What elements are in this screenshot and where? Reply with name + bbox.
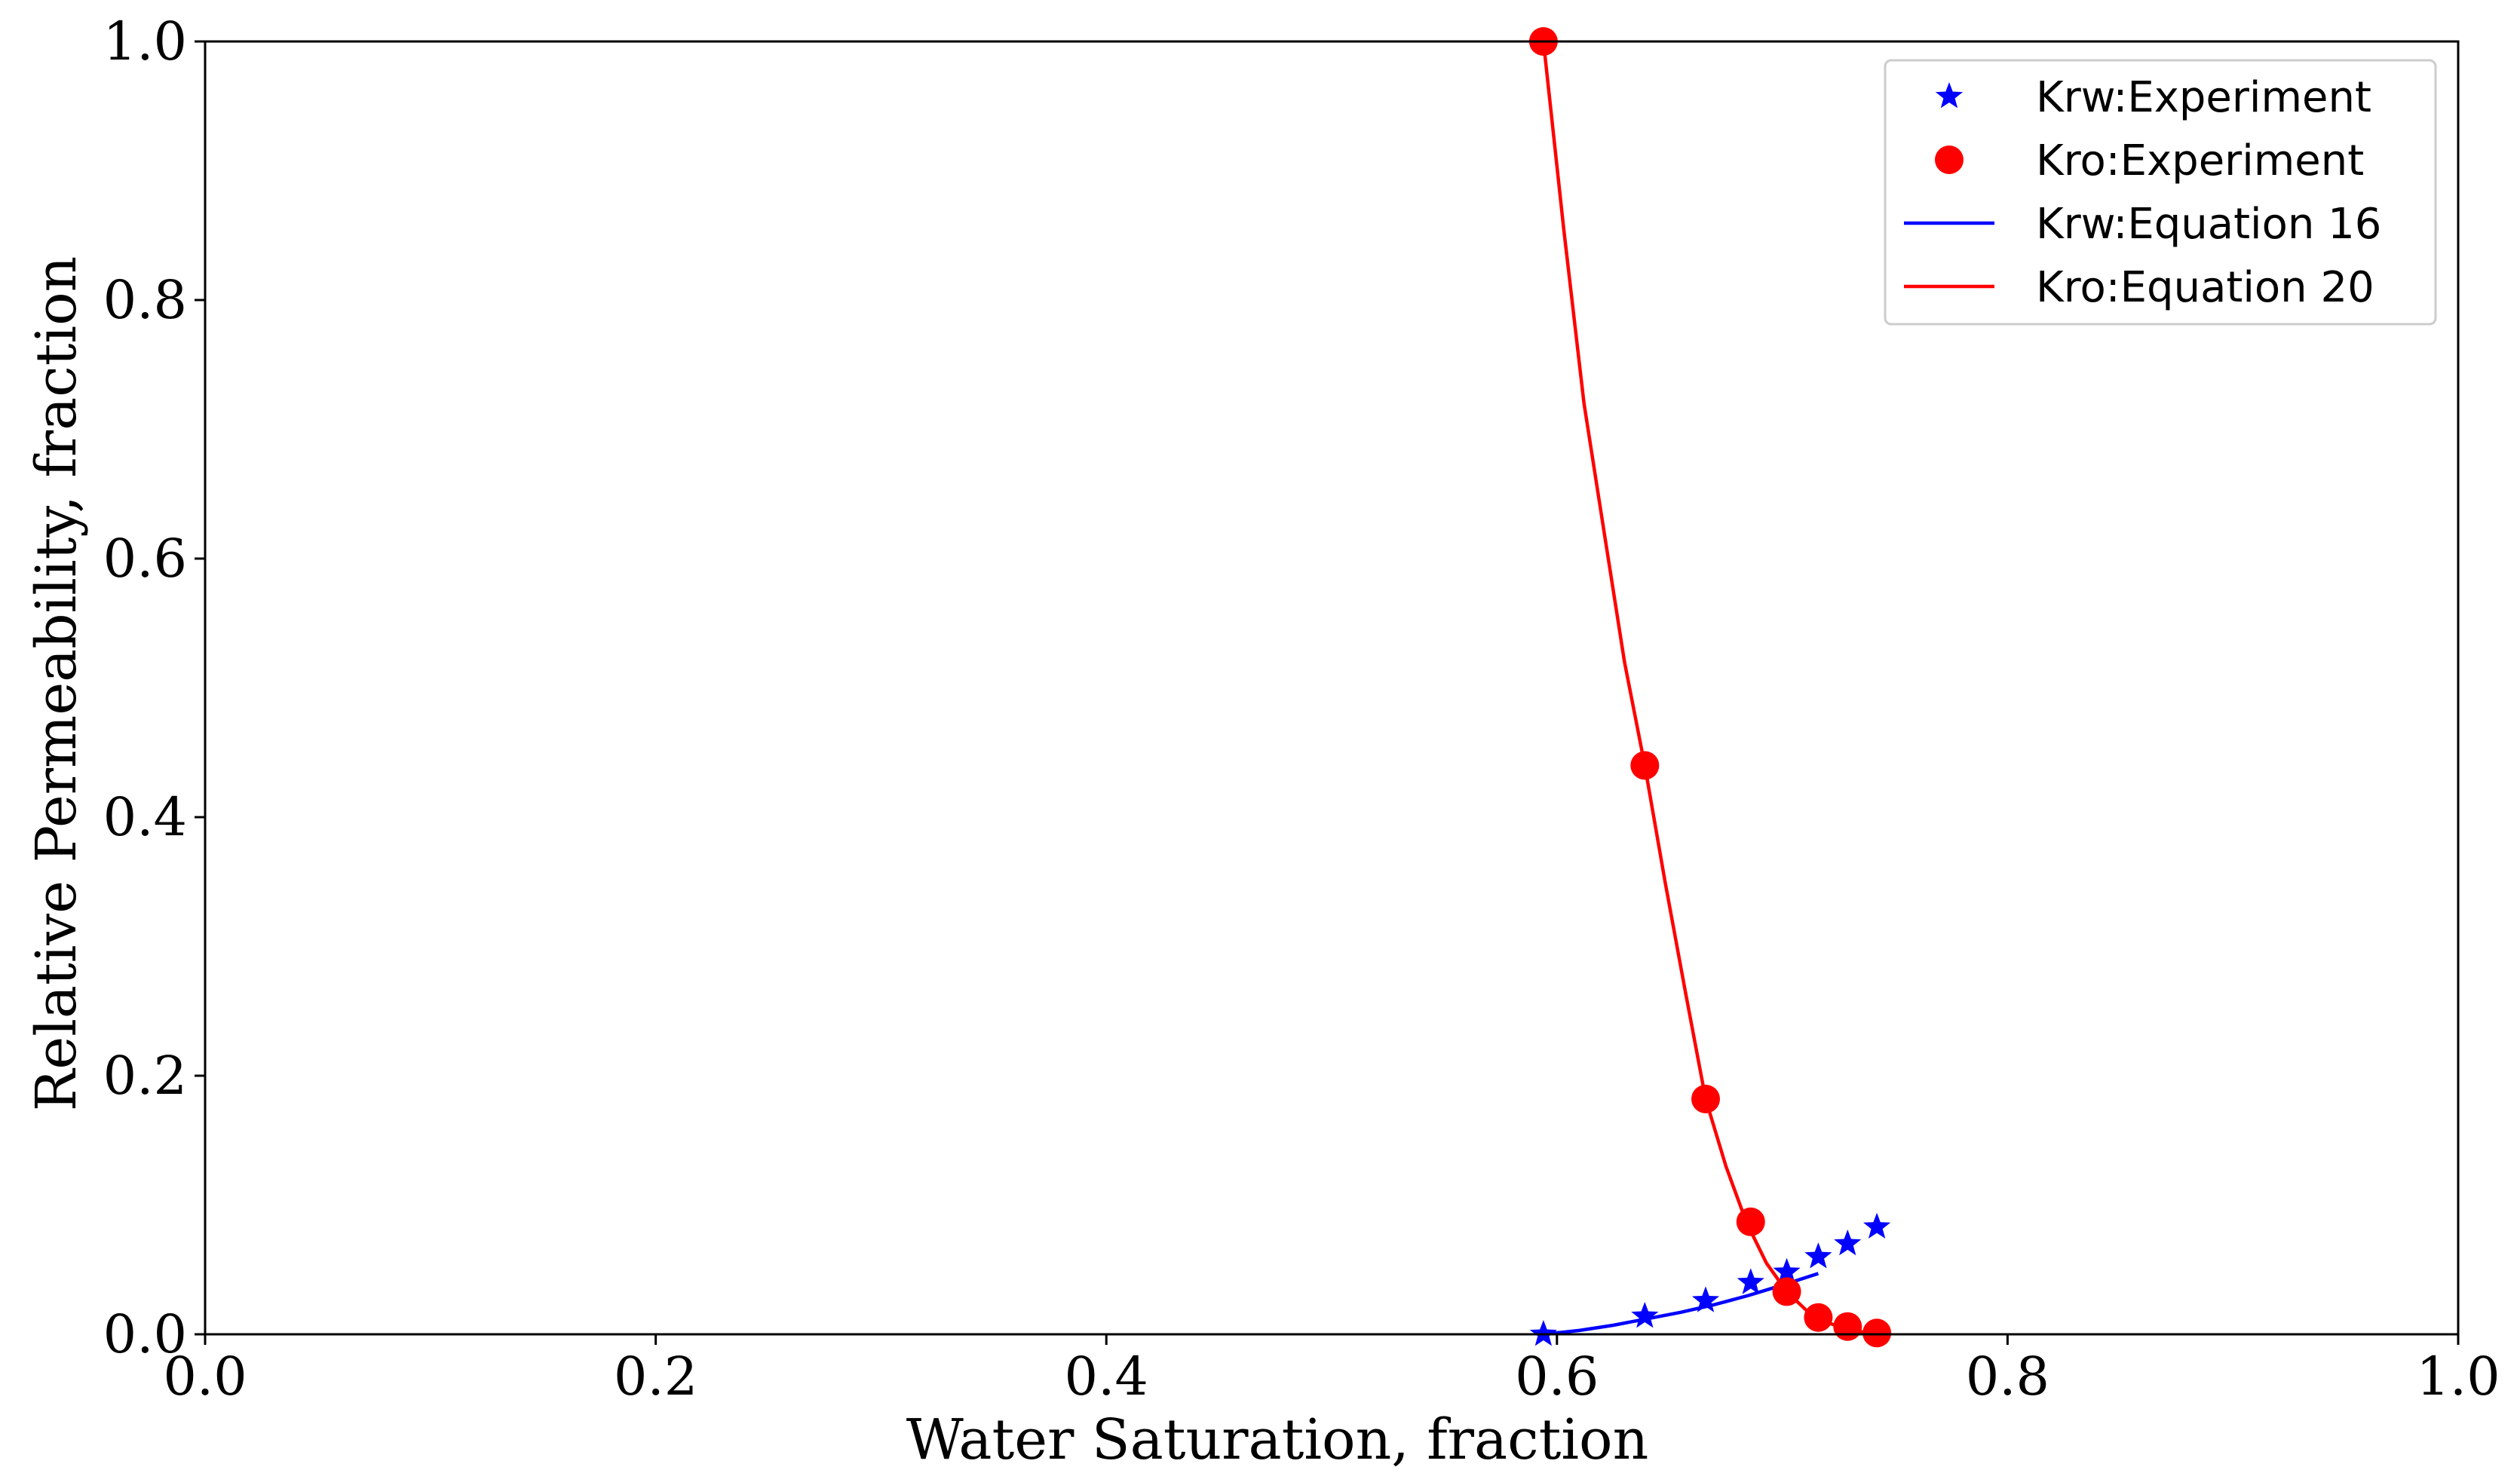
krw-experiment-point <box>1529 1320 1557 1346</box>
legend-frame <box>1884 59 2437 326</box>
x-tick-label: 0.6 <box>1515 1346 1599 1407</box>
y-tick-label: 0.4 <box>103 786 187 848</box>
legend-label: Kro:Equation 20 <box>2036 263 2374 312</box>
x-tick-label: 1.0 <box>2416 1346 2500 1407</box>
kro-experiment-point <box>1691 1084 1721 1113</box>
y-axis-title: Relative Permeability, fraction <box>24 256 89 1112</box>
kro-experiment-point <box>1736 1207 1765 1236</box>
krw-experiment-point <box>1863 1212 1891 1239</box>
y-tick-label: 1.0 <box>103 11 187 72</box>
krw-experiment-point <box>1834 1230 1862 1256</box>
y-tick-label: 0.0 <box>103 1303 187 1365</box>
kro-experiment-point <box>1862 1318 1892 1348</box>
series-group <box>1528 27 1892 1348</box>
legend-label: Kro:Experiment <box>2036 136 2364 185</box>
legend: Krw:Experiment Kro:Experiment Krw:Equation… <box>1884 59 2437 326</box>
axes: 0.0 0.2 0.4 0.6 0.8 1.0 0.0 0.2 0.4 0.6 0.8 1.0 <box>103 11 2500 1407</box>
krw-experiment-point <box>1804 1242 1832 1269</box>
legend-kro-experiment-icon <box>1935 145 1964 174</box>
axes-frame <box>204 40 2460 1336</box>
legend-label: Krw:Experiment <box>2036 73 2371 122</box>
krw-equation-line <box>1543 1272 1819 1337</box>
kro-experiment-point <box>1833 1312 1862 1341</box>
kro-experiment-point <box>1804 1303 1833 1332</box>
krw-experiment-point <box>1691 1286 1720 1312</box>
kro-experiment-point <box>1630 751 1660 780</box>
x-tick-label: 0.0 <box>163 1346 247 1407</box>
x-tick-label: 0.4 <box>1065 1346 1148 1407</box>
y-tick-label: 0.2 <box>103 1045 187 1107</box>
krw-experiment-point <box>1737 1268 1764 1294</box>
x-tick-label: 0.8 <box>1966 1346 2049 1407</box>
krw-experiment-point <box>1773 1257 1801 1285</box>
krw-experiment-point <box>1631 1302 1659 1328</box>
legend-krw-experiment-icon <box>1935 82 1964 109</box>
kro-experiment-point <box>1772 1277 1801 1306</box>
x-tick-label: 0.2 <box>614 1346 697 1407</box>
y-tick-label: 0.8 <box>103 269 187 331</box>
plot-area <box>1528 27 1892 1348</box>
y-tick-label: 0.6 <box>103 528 187 590</box>
legend-label: Krw:Equation 16 <box>2036 200 2381 249</box>
x-axis-title: Water Saturation, fraction <box>906 1407 1648 1472</box>
